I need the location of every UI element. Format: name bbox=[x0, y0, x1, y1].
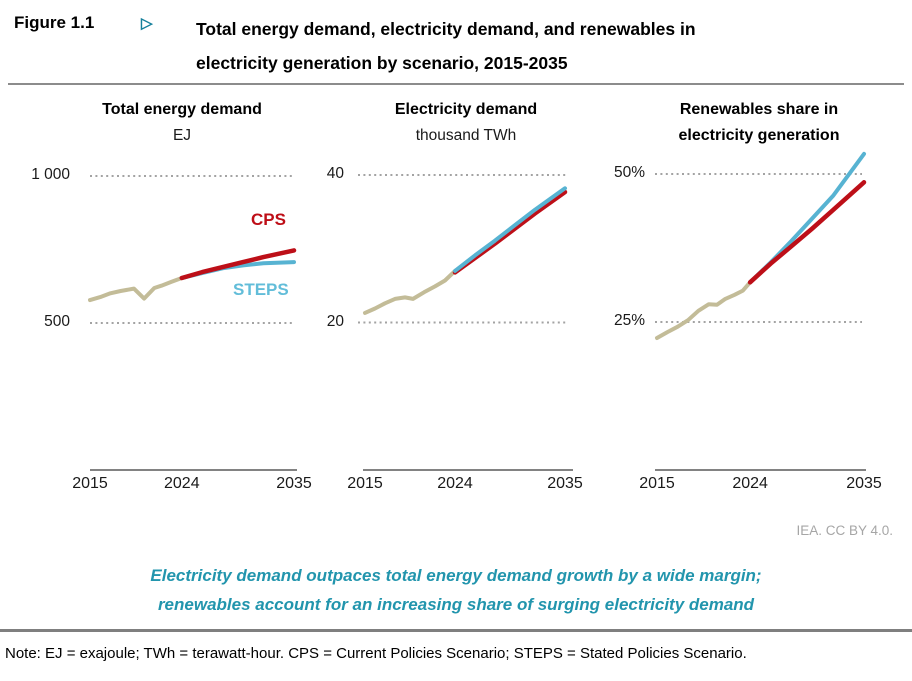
figure-title: Total energy demand, electricity demand,… bbox=[196, 12, 886, 80]
chart3-ytick-0: 50% bbox=[613, 164, 645, 181]
caption-line2: renewables account for an increasing sha… bbox=[157, 595, 755, 614]
chart2-xtick-2015: 2015 bbox=[347, 475, 383, 492]
figure-title-line1: Total energy demand, electricity demand,… bbox=[196, 19, 696, 39]
note-divider bbox=[0, 629, 912, 632]
figure-label: Figure 1.1 bbox=[14, 13, 95, 32]
chart1-ytick-1: 500 bbox=[44, 313, 70, 330]
header-divider bbox=[8, 83, 904, 85]
chart2-xtick-2024: 2024 bbox=[437, 475, 473, 492]
caption-line1: Electricity demand outpaces total energy… bbox=[150, 566, 762, 585]
attribution: IEA. CC BY 4.0. bbox=[796, 523, 893, 538]
chart1-ytick-0: 1 000 bbox=[31, 166, 70, 183]
chart2-title-line1: Electricity demand bbox=[394, 101, 538, 118]
chart2-steps-line bbox=[453, 186, 567, 273]
chart1-subtitle: EJ bbox=[172, 127, 192, 144]
chart3-historical-line bbox=[655, 280, 753, 340]
chart2-ytick-1: 20 bbox=[326, 312, 344, 330]
chart1-xtick-2035: 2035 bbox=[276, 475, 312, 492]
chart3-title-line2: electricity generation bbox=[678, 127, 840, 144]
chart1-title-line1: Total energy demand bbox=[102, 101, 262, 118]
chart1-xtick-2015: 2015 bbox=[72, 475, 108, 492]
chart2-ytick-0: 40 bbox=[326, 165, 344, 182]
caption: Electricity demand outpaces total energy… bbox=[0, 561, 912, 619]
figure-title-line2: electricity generation by scenario, 2015… bbox=[196, 53, 568, 73]
chart2-historical-line bbox=[363, 268, 457, 315]
chart3-xtick-2015: 2015 bbox=[639, 475, 675, 492]
chart2-subtitle: thousand TWh bbox=[415, 127, 517, 144]
figure-arrow-icon: ▷ bbox=[141, 15, 153, 32]
chart3-title-line1: Renewables share in bbox=[679, 101, 839, 118]
chart3-ytick-1: 25% bbox=[613, 312, 645, 329]
cps-series-label: CPS bbox=[251, 210, 286, 229]
note-text: Note: EJ = exajoule; TWh = terawatt-hour… bbox=[5, 645, 747, 662]
chart1-historical-line bbox=[88, 276, 184, 303]
chart2-cps-line bbox=[452, 189, 568, 275]
chart3-xtick-2035: 2035 bbox=[846, 475, 882, 492]
chart2-xtick-2035: 2035 bbox=[547, 475, 583, 492]
steps-series-label: STEPS bbox=[233, 280, 289, 299]
chart1-xtick-2024: 2024 bbox=[164, 475, 200, 492]
chart3-xtick-2024: 2024 bbox=[732, 475, 768, 492]
chart1-cps-line bbox=[179, 248, 297, 281]
chart3-cps-line bbox=[747, 180, 867, 285]
